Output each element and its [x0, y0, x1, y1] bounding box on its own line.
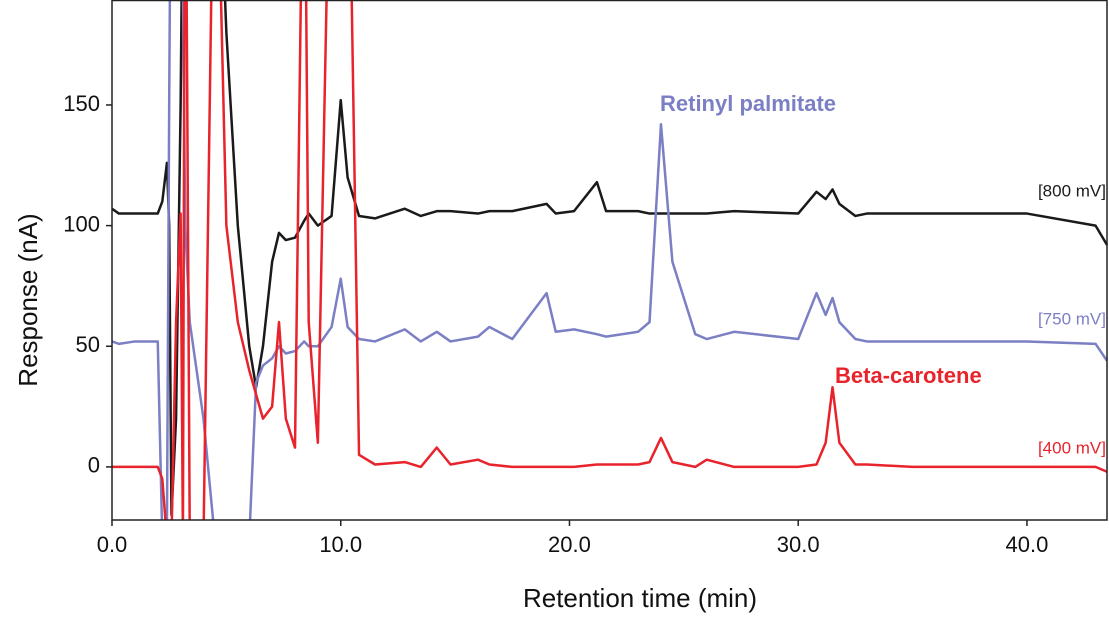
y-axis-title: Response (nA): [13, 213, 43, 386]
series-line: [112, 0, 1108, 520]
plot-frame: [111, 0, 1108, 521]
x-tick-label: 10.0: [319, 532, 362, 557]
peak-annotation: Retinyl palmitate: [660, 91, 836, 116]
y-tick-label: 0: [88, 453, 100, 478]
series-line: [112, 0, 1108, 520]
y-tick-label: 150: [63, 91, 100, 116]
series-label: [400 mV]: [1038, 438, 1106, 457]
x-tick-label: 20.0: [548, 532, 591, 557]
y-tick-label: 50: [76, 332, 100, 357]
y-tick-label: 100: [63, 211, 100, 236]
x-tick-label: 30.0: [777, 532, 820, 557]
x-tick-label: 0.0: [97, 532, 128, 557]
series-line: [112, 0, 1108, 517]
series-label: [800 mV]: [1038, 181, 1106, 200]
x-tick-label: 40.0: [1006, 532, 1049, 557]
peak-annotation: Beta-carotene: [835, 363, 982, 388]
plot-area: [112, 0, 1108, 520]
series-label: [750 mV]: [1038, 309, 1106, 328]
x-axis-title: Retention time (min): [523, 583, 757, 613]
